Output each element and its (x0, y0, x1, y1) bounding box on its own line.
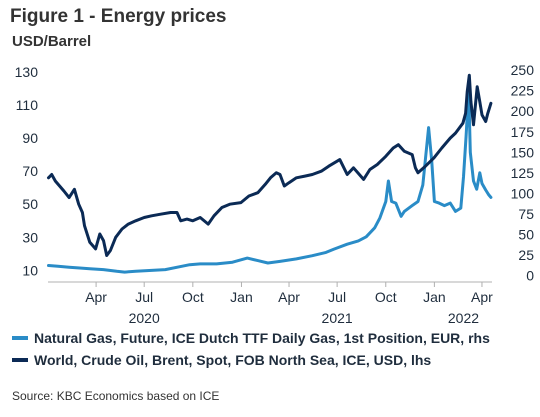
left-axis-tick-label: 70 (22, 163, 38, 179)
right-axis-tick-label: 250 (511, 62, 535, 78)
right-axis-tick-label: 100 (511, 185, 535, 201)
legend-item-oil: World, Crude Oil, Brent, Spot, FOB North… (12, 352, 431, 368)
x-axis-tick-label: Apr (85, 289, 107, 305)
legend-label-gas: Natural Gas, Future, ICE Dutch TTF Daily… (34, 330, 490, 346)
legend-swatch-gas (12, 336, 28, 340)
right-axis-tick-label: 25 (518, 247, 534, 263)
right-axis-tick-label: 50 (518, 226, 534, 242)
series-line-oil (47, 73, 493, 257)
left-axis-tick-label: 110 (16, 97, 39, 113)
legend-swatch-oil (12, 358, 28, 362)
x-axis-tick-label: Jul (328, 289, 346, 305)
x-axis-tick-label: Apr (471, 289, 493, 305)
left-axis-tick-label: 10 (22, 262, 38, 278)
energy-prices-chart: 10 30 50 70 90 110 130 0 25 50 75 100 125 150 175 200 22… (15, 62, 535, 326)
legend-label-oil: World, Crude Oil, Brent, Spot, FOB North… (34, 352, 432, 368)
x-axis-tick-label: Oct (375, 289, 397, 305)
right-axis-tick-label: 125 (511, 165, 535, 181)
y-axis-unit-label: USD/Barrel (12, 33, 92, 50)
series-line-gas (47, 87, 493, 274)
left-axis-tick-label: 30 (22, 229, 38, 245)
source-note: Source: KBC Economics based on ICE (12, 389, 220, 403)
right-axis-tick-label: 175 (511, 124, 535, 140)
x-axis-tick-label: Apr (278, 289, 300, 305)
chart-title: Figure 1 - Energy prices (10, 6, 227, 27)
x-axis-tick-label: Oct (182, 289, 204, 305)
legend-item-gas: Natural Gas, Future, ICE Dutch TTF Daily… (12, 330, 490, 346)
left-axis-tick-label: 130 (15, 64, 39, 80)
x-axis-year-label: 2022 (448, 310, 479, 326)
x-axis-year-label: 2021 (322, 310, 353, 326)
x-axis-tick-label: Jul (135, 289, 153, 305)
right-axis-tick-label: 75 (518, 206, 534, 222)
x-axis-tick-label: Jan (423, 289, 446, 305)
right-axis-tick-label: 150 (511, 144, 535, 160)
right-axis-tick-label: 225 (511, 83, 535, 99)
left-axis-tick-label: 90 (22, 130, 38, 146)
x-axis-year-label: 2020 (129, 310, 160, 326)
right-axis-tick-label: 0 (526, 267, 534, 283)
left-axis-tick-label: 50 (22, 196, 38, 212)
right-axis-tick-label: 200 (511, 103, 535, 119)
x-axis-tick-label: Jan (230, 289, 253, 305)
